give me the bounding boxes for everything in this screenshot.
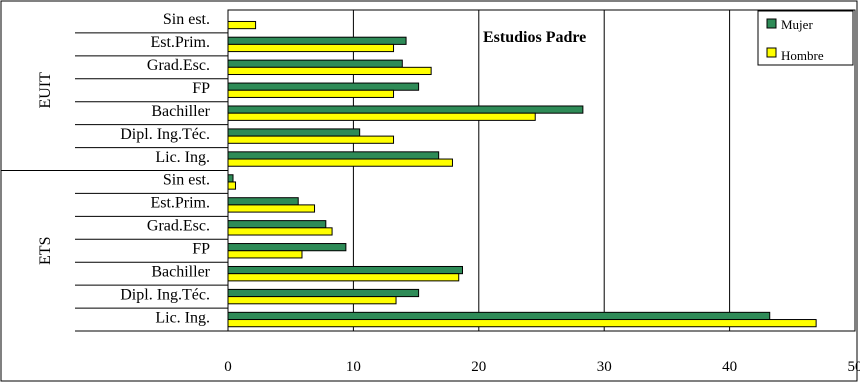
bar-euit-bachiller-mujer [228,106,583,113]
x-tick-label-30: 30 [597,359,612,375]
group-label-ets: ETS [37,237,54,265]
bar-euit-est-prim-mujer [228,37,406,44]
bar-euit-lic-ing-mujer [228,152,439,159]
bar-ets-sin-est-hombre [228,182,236,189]
bar-euit-fp-mujer [228,83,419,90]
chart-title: Estudios Padre [483,29,586,46]
category-label-euit-dipl-ing-t-c: Dipl. Ing.Téc. [120,126,210,143]
bar-ets-bachiller-hombre [228,274,459,281]
bar-euit-dipl-ing-t-c-mujer [228,129,360,136]
category-label-ets-grad-esc: Grad.Esc. [147,218,210,235]
bar-euit-sin-est-hombre [228,21,256,28]
bar-ets-grad-esc-hombre [228,228,332,235]
legend-label-mujer: Mujer [781,17,813,32]
bar-ets-fp-mujer [228,244,346,251]
category-label-euit-lic-ing: Lic. Ing. [155,149,210,166]
legend-swatch-mujer [767,19,776,28]
x-tick-label-20: 20 [471,359,486,375]
bar-ets-est-prim-mujer [228,198,298,205]
group-label-euit: EUIT [37,72,54,109]
category-label-euit-grad-esc: Grad.Esc. [147,57,210,74]
category-label-ets-sin-est: Sin est. [163,172,210,189]
category-label-ets-bachiller: Bachiller [151,263,210,280]
bar-euit-grad-esc-hombre [228,67,431,74]
x-tick-label-40: 40 [722,359,737,375]
x-tick-label-10: 10 [346,359,361,375]
category-label-euit-est-prim: Est.Prim. [150,34,210,51]
bar-ets-lic-ing-mujer [228,312,770,319]
legend-label-hombre: Hombre [781,48,824,63]
category-label-ets-fp: FP [192,241,210,258]
bar-ets-dipl-ing-t-c-mujer [228,289,419,296]
bar-euit-lic-ing-hombre [228,159,452,166]
bar-ets-sin-est-mujer [228,175,233,182]
legend: Mujer Hombre [758,11,853,65]
x-tick-label-50: 50 [848,359,860,375]
bar-euit-grad-esc-mujer [228,60,402,67]
bar-ets-dipl-ing-t-c-hombre [228,297,396,304]
category-label-euit-bachiller: Bachiller [151,103,210,120]
bar-euit-est-prim-hombre [228,44,394,51]
bar-ets-fp-hombre [228,251,302,258]
bar-ets-bachiller-mujer [228,266,462,273]
category-label-ets-est-prim: Est.Prim. [150,195,210,212]
bar-euit-fp-hombre [228,90,394,97]
bar-euit-bachiller-hombre [228,113,535,120]
bar-ets-grad-esc-mujer [228,221,326,228]
category-label-ets-lic-ing: Lic. Ing. [155,309,210,326]
bar-euit-dipl-ing-t-c-hombre [228,136,394,143]
category-label-euit-fp: FP [192,80,210,97]
bar-ets-lic-ing-hombre [228,320,816,327]
x-tick-label-0: 0 [224,359,232,375]
bar-ets-est-prim-hombre [228,205,315,212]
legend-swatch-hombre [767,48,776,57]
category-label-ets-dipl-ing-t-c: Dipl. Ing.Téc. [120,286,210,303]
category-label-euit-sin-est: Sin est. [163,11,210,28]
